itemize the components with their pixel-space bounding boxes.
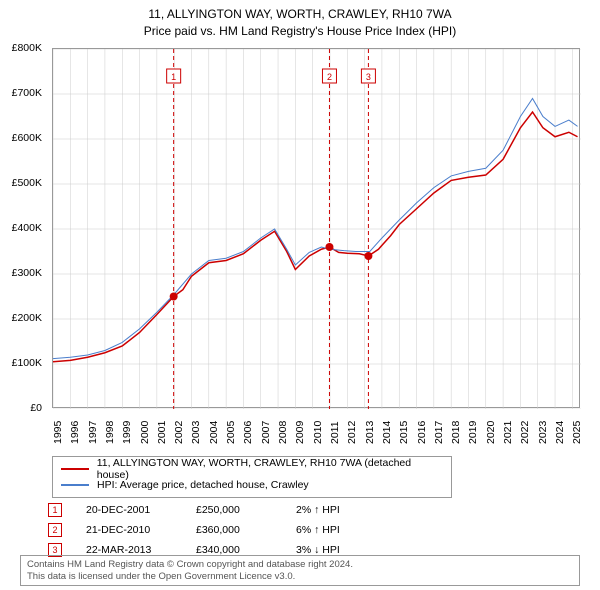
svg-text:3: 3 — [366, 72, 371, 82]
y-tick-label: £600K — [12, 132, 42, 144]
footer-line-2: This data is licensed under the Open Gov… — [27, 571, 573, 582]
plot-area: 1 2 3 — [52, 48, 580, 408]
marker-diff: 6% ↑ HPI — [296, 524, 386, 536]
x-tick-label: 2003 — [190, 421, 202, 444]
marker-diff: 2% ↑ HPI — [296, 504, 386, 516]
x-tick-label: 2017 — [433, 421, 445, 444]
y-tick-label: £300K — [12, 267, 42, 279]
x-tick-label: 2006 — [242, 421, 254, 444]
x-tick-label: 2007 — [260, 421, 272, 444]
y-axis-labels: £0£100K£200K£300K£400K£500K£600K£700K£80… — [0, 48, 48, 408]
y-tick-label: £0 — [30, 402, 42, 414]
y-tick-label: £800K — [12, 42, 42, 54]
x-tick-label: 2013 — [364, 421, 376, 444]
marker-row: 1 20-DEC-2001£250,0002% ↑ HPI — [48, 500, 386, 520]
footer-line-1: Contains HM Land Registry data © Crown c… — [27, 559, 573, 570]
legend-label: 11, ALLYINGTON WAY, WORTH, CRAWLEY, RH10… — [97, 457, 443, 481]
x-tick-label: 2019 — [467, 421, 479, 444]
y-tick-label: £100K — [12, 357, 42, 369]
x-axis-labels: 1995 1996 1997 1998 1999 2000 2001 2002 2003 2004… — [52, 412, 580, 452]
x-tick-label: 2020 — [485, 421, 497, 444]
svg-text:2: 2 — [327, 72, 332, 82]
x-tick-label: 2025 — [571, 421, 583, 444]
x-tick-label: 2004 — [208, 421, 220, 444]
marker-badge: 2 — [48, 523, 62, 537]
x-tick-label: 2023 — [537, 421, 549, 444]
y-tick-label: £700K — [12, 87, 42, 99]
legend-box: 11, ALLYINGTON WAY, WORTH, CRAWLEY, RH10… — [52, 456, 452, 498]
chart-container: 11, ALLYINGTON WAY, WORTH, CRAWLEY, RH10… — [0, 0, 600, 590]
x-tick-label: 2009 — [294, 421, 306, 444]
marker-price: £250,000 — [196, 504, 296, 516]
x-tick-label: 2010 — [312, 421, 324, 444]
legend-label: HPI: Average price, detached house, Craw… — [97, 479, 309, 491]
marker-price: £340,000 — [196, 544, 296, 556]
y-tick-label: £200K — [12, 312, 42, 324]
x-tick-label: 2005 — [225, 421, 237, 444]
marker-date: 22-MAR-2013 — [86, 544, 196, 556]
x-tick-label: 2001 — [156, 421, 168, 444]
x-tick-label: 2015 — [398, 421, 410, 444]
x-tick-label: 1998 — [104, 421, 116, 444]
title-line-2: Price paid vs. HM Land Registry's House … — [0, 23, 600, 40]
title-line-1: 11, ALLYINGTON WAY, WORTH, CRAWLEY, RH10… — [0, 6, 600, 23]
y-tick-label: £400K — [12, 222, 42, 234]
x-tick-label: 2012 — [346, 421, 358, 444]
x-tick-label: 2000 — [139, 421, 151, 444]
marker-row: 2 21-DEC-2010£360,0006% ↑ HPI — [48, 520, 386, 540]
y-tick-label: £500K — [12, 177, 42, 189]
legend-row: 11, ALLYINGTON WAY, WORTH, CRAWLEY, RH10… — [61, 461, 443, 477]
markers-table: 1 20-DEC-2001£250,0002% ↑ HPI 2 21-DEC-2010… — [48, 500, 386, 560]
x-tick-label: 2011 — [329, 421, 341, 444]
marker-diff: 3% ↓ HPI — [296, 544, 386, 556]
x-tick-label: 2016 — [416, 421, 428, 444]
x-tick-label: 2021 — [502, 421, 514, 444]
marker-date: 20-DEC-2001 — [86, 504, 196, 516]
x-tick-label: 2002 — [173, 421, 185, 444]
legend-swatch — [61, 484, 89, 486]
x-tick-label: 1995 — [52, 421, 64, 444]
marker-date: 21-DEC-2010 — [86, 524, 196, 536]
title-block: 11, ALLYINGTON WAY, WORTH, CRAWLEY, RH10… — [0, 0, 600, 42]
x-tick-label: 2018 — [450, 421, 462, 444]
x-tick-label: 1996 — [69, 421, 81, 444]
marker-price: £360,000 — [196, 524, 296, 536]
x-tick-label: 2024 — [554, 421, 566, 444]
x-tick-label: 1999 — [121, 421, 133, 444]
marker-badge: 1 — [48, 503, 62, 517]
x-tick-label: 2022 — [519, 421, 531, 444]
footer-box: Contains HM Land Registry data © Crown c… — [20, 555, 580, 586]
chart-svg: 1 2 3 — [53, 49, 581, 409]
svg-text:1: 1 — [171, 72, 176, 82]
x-tick-label: 1997 — [87, 421, 99, 444]
x-tick-label: 2014 — [381, 421, 393, 444]
legend-swatch — [61, 468, 89, 470]
x-tick-label: 2008 — [277, 421, 289, 444]
